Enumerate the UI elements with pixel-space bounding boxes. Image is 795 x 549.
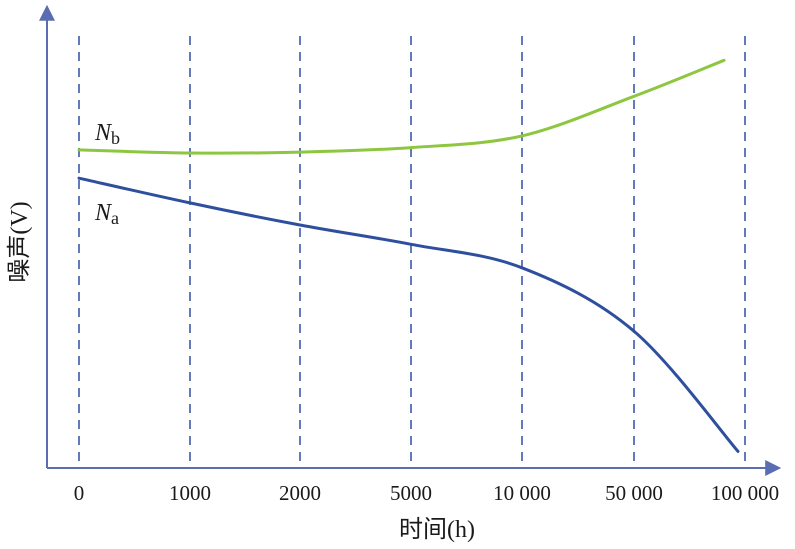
x-tick-label: 50 000	[605, 481, 663, 505]
series-label-nb: Nb	[94, 120, 120, 148]
x-tick-label: 2000	[279, 481, 321, 505]
series-line-nb	[77, 58, 726, 155]
x-tick-label: 1000	[169, 481, 211, 505]
series-label-na: Na	[94, 200, 119, 228]
x-tick-label: 100 000	[711, 481, 779, 505]
x-tick-label: 5000	[390, 481, 432, 505]
x-tick-label: 0	[74, 481, 85, 505]
y-axis-label: 噪声(V)	[6, 201, 33, 282]
x-tick-labels: 0 1000 2000 5000 10 000 50 000 100 000	[74, 481, 779, 505]
vertical-grid-lines	[78, 36, 746, 468]
x-axis-label: 时间(h)	[399, 516, 475, 543]
series-layer	[77, 58, 740, 453]
x-tick-label: 10 000	[493, 481, 551, 505]
series-line-na	[77, 176, 740, 453]
